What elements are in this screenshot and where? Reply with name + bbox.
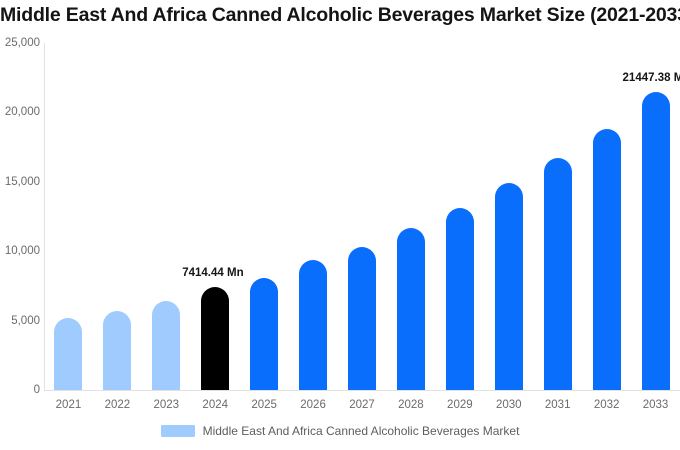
bar-2024[interactable] — [201, 287, 230, 390]
data-label-2033: 21447.38 Mn — [622, 72, 680, 85]
y-axis: 0 5,000 10,000 15,000 20,000 25,000 — [0, 0, 40, 450]
bar-2026[interactable] — [299, 260, 328, 390]
bar-2023[interactable] — [152, 301, 181, 390]
legend-swatch — [160, 425, 195, 437]
legend-label: Middle East And Africa Canned Alcoholic … — [202, 424, 520, 438]
y-axis-tick-label: 15,000 — [4, 175, 40, 188]
bar-2030[interactable] — [494, 183, 523, 390]
bar-2022[interactable] — [103, 311, 132, 390]
x-axis-tick-label: 2031 — [544, 399, 571, 411]
y-axis-tick-label: 10,000 — [4, 245, 40, 258]
x-axis-line — [44, 390, 680, 391]
bar-2027[interactable] — [348, 247, 376, 390]
plot-area — [44, 43, 680, 390]
x-axis-tick-label: 2027 — [349, 399, 375, 411]
bar-2032[interactable] — [592, 129, 621, 390]
x-axis-tick-label: 2025 — [251, 399, 277, 411]
y-axis-tick-label: 20,000 — [4, 106, 40, 119]
y-axis-line — [44, 43, 45, 391]
x-axis-tick-label: 2030 — [495, 399, 522, 411]
x-axis-tick-label: 2022 — [104, 399, 131, 411]
y-axis-tick-label: 5,000 — [11, 314, 40, 327]
x-axis-tick-label: 2029 — [447, 399, 473, 411]
y-axis-tick-label: 25,000 — [4, 37, 40, 49]
x-axis-tick-label: 2032 — [593, 399, 620, 411]
chart-legend: Middle East And Africa Canned Alcoholic … — [0, 424, 680, 438]
x-axis-tick-label: 2021 — [55, 399, 82, 411]
chart-title: Middle East And Africa Canned Alcoholic … — [0, 4, 680, 26]
x-axis-tick-label: 2033 — [642, 399, 669, 411]
bar-2025[interactable] — [250, 278, 279, 390]
data-label-2024: 7414.44 Mn — [182, 267, 244, 280]
bar-2031[interactable] — [543, 158, 572, 390]
x-axis-tick-label: 2024 — [202, 399, 229, 411]
bar-2021[interactable] — [54, 318, 83, 390]
y-axis-tick-label: 0 — [33, 384, 40, 396]
bar-2029[interactable] — [445, 208, 474, 390]
x-axis-tick-label: 2028 — [398, 399, 424, 411]
bar-2028[interactable] — [396, 228, 425, 390]
x-axis-tick-label: 2026 — [300, 399, 326, 411]
bar-2033[interactable] — [641, 92, 670, 390]
x-axis-tick-label: 2023 — [153, 399, 180, 411]
